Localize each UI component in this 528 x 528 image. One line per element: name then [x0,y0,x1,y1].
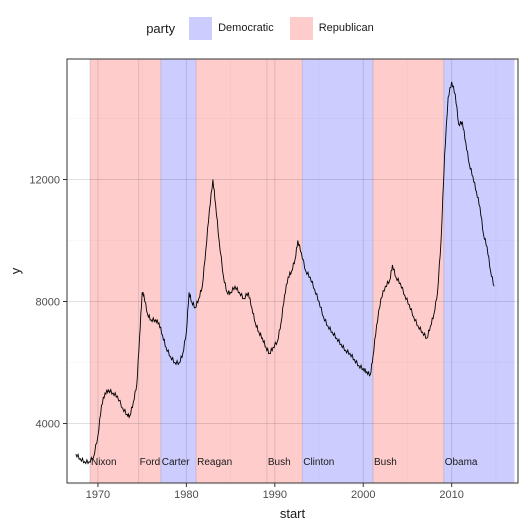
president-band-nixon [89,59,139,483]
legend-item-republican: Republican [289,16,374,40]
president-label-carter: Carter [162,457,190,468]
x-tick-label: 1980 [174,489,198,501]
y-tick-label: 12000 [29,174,60,186]
president-label-ford: Ford [140,457,161,468]
x-tick-label: 2010 [439,489,463,501]
president-band-obama [443,59,515,483]
president-label-bush: Bush [268,457,291,468]
legend-title: party [146,20,176,36]
axes: 1970 1980 1990 2000 2010 4000 8000 12000 [29,174,464,501]
legend-label-democratic: Democratic [218,22,274,34]
president-band-bush [266,59,303,483]
legend-key-republican [289,16,313,40]
series-line-group [75,81,495,465]
president-band-ford [138,59,161,483]
legend: party Democratic Republican [0,14,528,42]
president-labels: Nixon Ford Carter Reagan Bush Clinton Bush Obam… [91,457,478,468]
legend-item-democratic: Democratic [189,16,274,40]
y-tick-label: 8000 [36,297,60,309]
y-tick-label: 4000 [36,419,60,431]
legend-key-democratic [189,16,213,40]
series-line [75,81,495,465]
president-band-clinton [302,59,373,483]
president-band-carter [160,59,197,483]
x-axis-label: start [280,506,306,521]
grid-lines [67,59,518,485]
president-band-bush [372,59,444,483]
president-label-bush: Bush [374,457,397,468]
x-tick-label: 1970 [86,489,110,501]
president-label-reagan: Reagan [197,457,232,468]
president-label-clinton: Clinton [303,457,334,468]
x-tick-label: 1990 [263,489,287,501]
president-label-nixon: Nixon [91,457,117,468]
legend-label-republican: Republican [318,22,374,34]
plot-frame [66,58,519,484]
president-band-reagan [196,59,267,483]
x-tick-label: 2000 [351,489,375,501]
y-axis-label: y [8,267,23,274]
president-label-obama: Obama [445,457,478,468]
